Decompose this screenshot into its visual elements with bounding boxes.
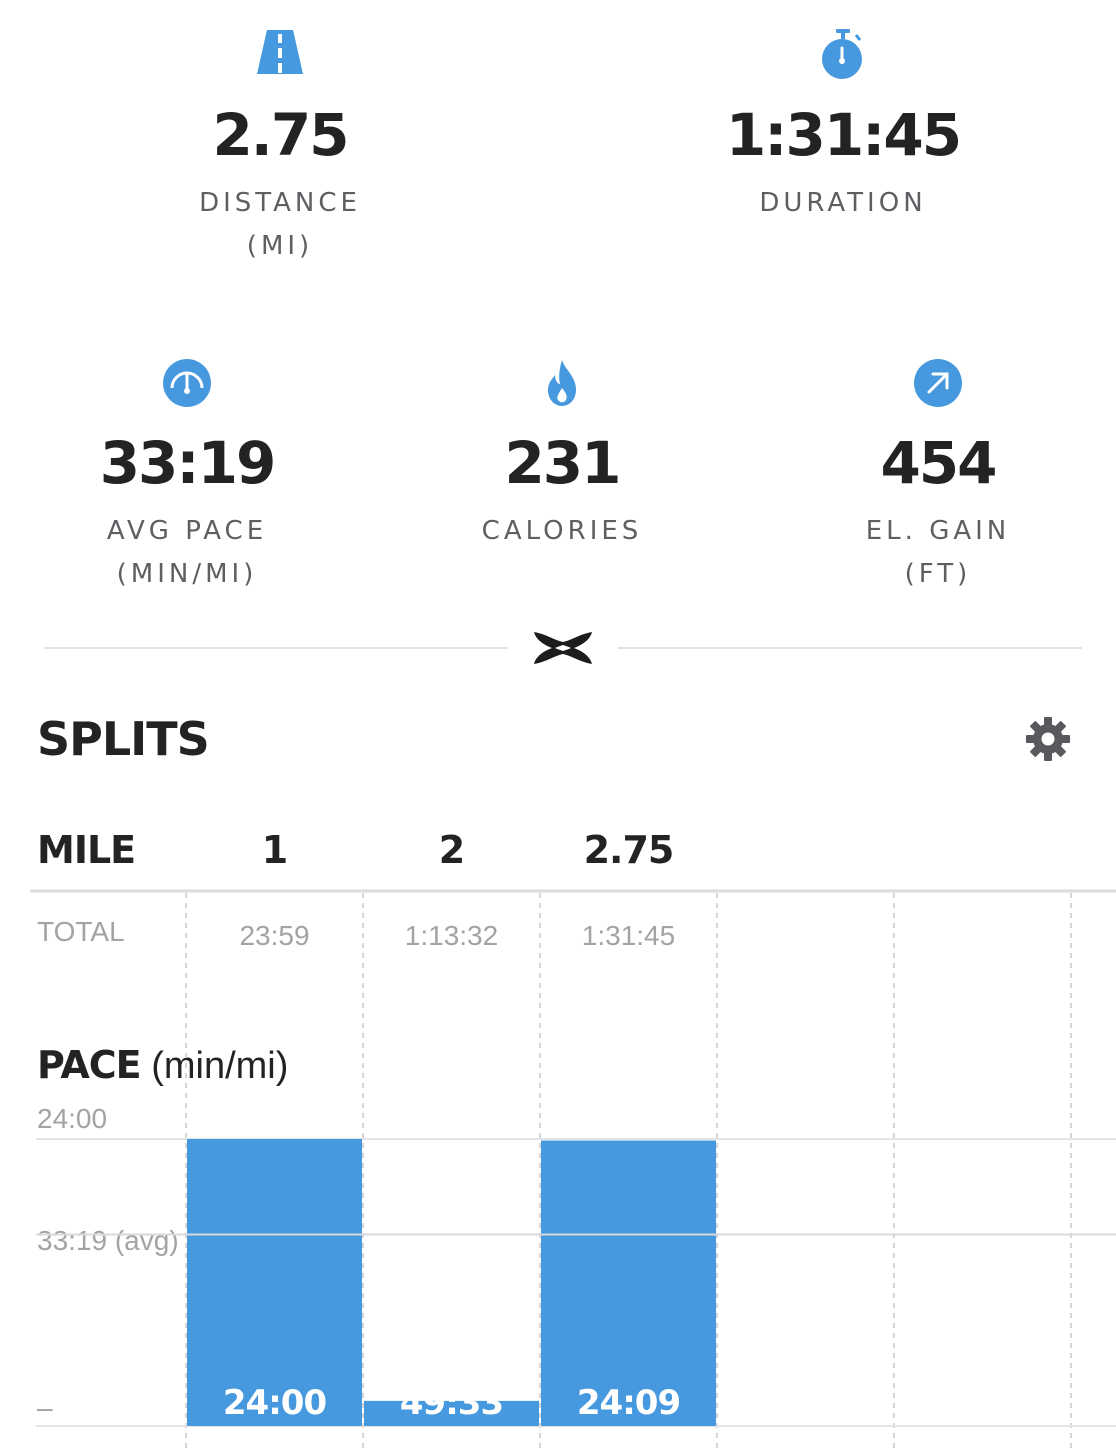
pace-unit: (min/mi) [151, 1045, 289, 1087]
arrow-up-right-icon [914, 359, 962, 407]
pace-avg-label: 33:19 (avg) [37, 1225, 179, 1256]
mile-header-3: 2.75 [583, 828, 675, 872]
el-gain-value: 454 [880, 429, 997, 497]
duration-label: DURATION [759, 188, 927, 218]
total-mile-1: 23:59 [239, 920, 310, 951]
distance-value: 2.75 [212, 101, 349, 169]
el-gain-unit: (FT) [904, 559, 972, 590]
pace-top-label: 24:00 [37, 1103, 108, 1134]
total-label: TOTAL [37, 916, 125, 947]
distance-unit: (MI) [246, 231, 314, 262]
el-gain-label: EL. GAIN [865, 516, 1011, 546]
avg-pace-unit: (MIN/MI) [116, 559, 258, 590]
mile-header-1: 1 [261, 828, 288, 872]
flame-icon [548, 360, 576, 406]
divider-left [44, 647, 508, 649]
gear-icon[interactable] [1024, 715, 1072, 763]
pace-title: PACE (min/mi) [37, 1043, 288, 1088]
avg-pace-label: AVG PACE [106, 516, 268, 546]
stat-el-gain: 454 EL. GAIN (FT) [808, 358, 1068, 589]
mile-header-label: MILE [37, 828, 136, 872]
pace-bar-label: 24:00 [223, 1383, 327, 1423]
stopwatch-icon [822, 29, 862, 79]
stat-avg-pace: 33:19 AVG PACE (MIN/MI) [57, 358, 317, 589]
stat-duration: 1:31:45 DURATION [713, 28, 973, 219]
duration-value: 1:31:45 [725, 101, 962, 169]
pace-bar [187, 1139, 362, 1426]
pace-bar [364, 1400, 539, 1426]
distance-label: DISTANCE [199, 188, 361, 218]
divider-right [618, 647, 1082, 649]
calories-label: CALORIES [481, 516, 643, 546]
mile-header-2: 2 [438, 828, 465, 872]
total-mile-3: 1:31:45 [581, 920, 676, 951]
splits-title: SPLITS [37, 712, 210, 766]
road-icon [257, 30, 303, 74]
pace-bottom-label: – [37, 1392, 53, 1423]
calories-value: 231 [504, 429, 621, 497]
brand-logo-icon [534, 632, 592, 664]
stat-calories: 231 CALORIES [432, 358, 692, 547]
total-mile-2: 1:13:32 [404, 920, 499, 951]
speedometer-icon [163, 359, 211, 407]
pace-bar-label: 24:09 [577, 1383, 680, 1423]
stat-distance: 2.75 DISTANCE (MI) [150, 28, 410, 261]
avg-pace-value: 33:19 [99, 429, 277, 497]
pace-bar-label: 49:33 [400, 1383, 503, 1423]
pace-title-text: PACE [37, 1043, 142, 1087]
pace-bar [541, 1140, 716, 1426]
